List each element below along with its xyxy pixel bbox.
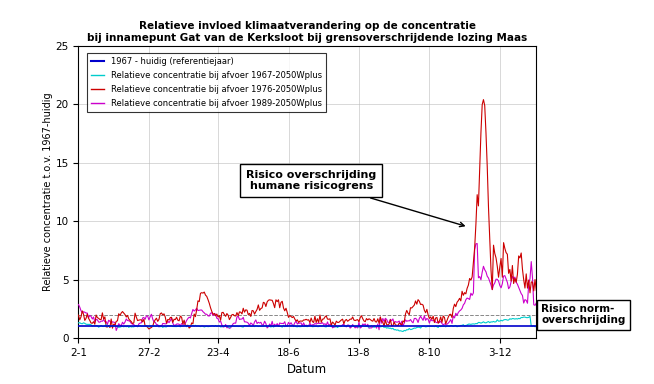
Y-axis label: Relatieve concentratie t.o.v. 1967-huidig: Relatieve concentratie t.o.v. 1967-huidi… — [43, 93, 53, 291]
Title: Relatieve invloed klimaatverandering op de concentratie
bij innamepunt Gat van d: Relatieve invloed klimaatverandering op … — [87, 21, 528, 43]
X-axis label: Datum: Datum — [287, 363, 328, 376]
Legend: 1967 - huidig (referentiejaar), Relatieve concentratie bij afvoer 1967-2050Wplus: 1967 - huidig (referentiejaar), Relatiev… — [87, 53, 326, 113]
Text: Risico norm-
overschrijding: Risico norm- overschrijding — [542, 304, 626, 325]
Text: Risico overschrijding
humane risicogrens: Risico overschrijding humane risicogrens — [246, 169, 464, 227]
